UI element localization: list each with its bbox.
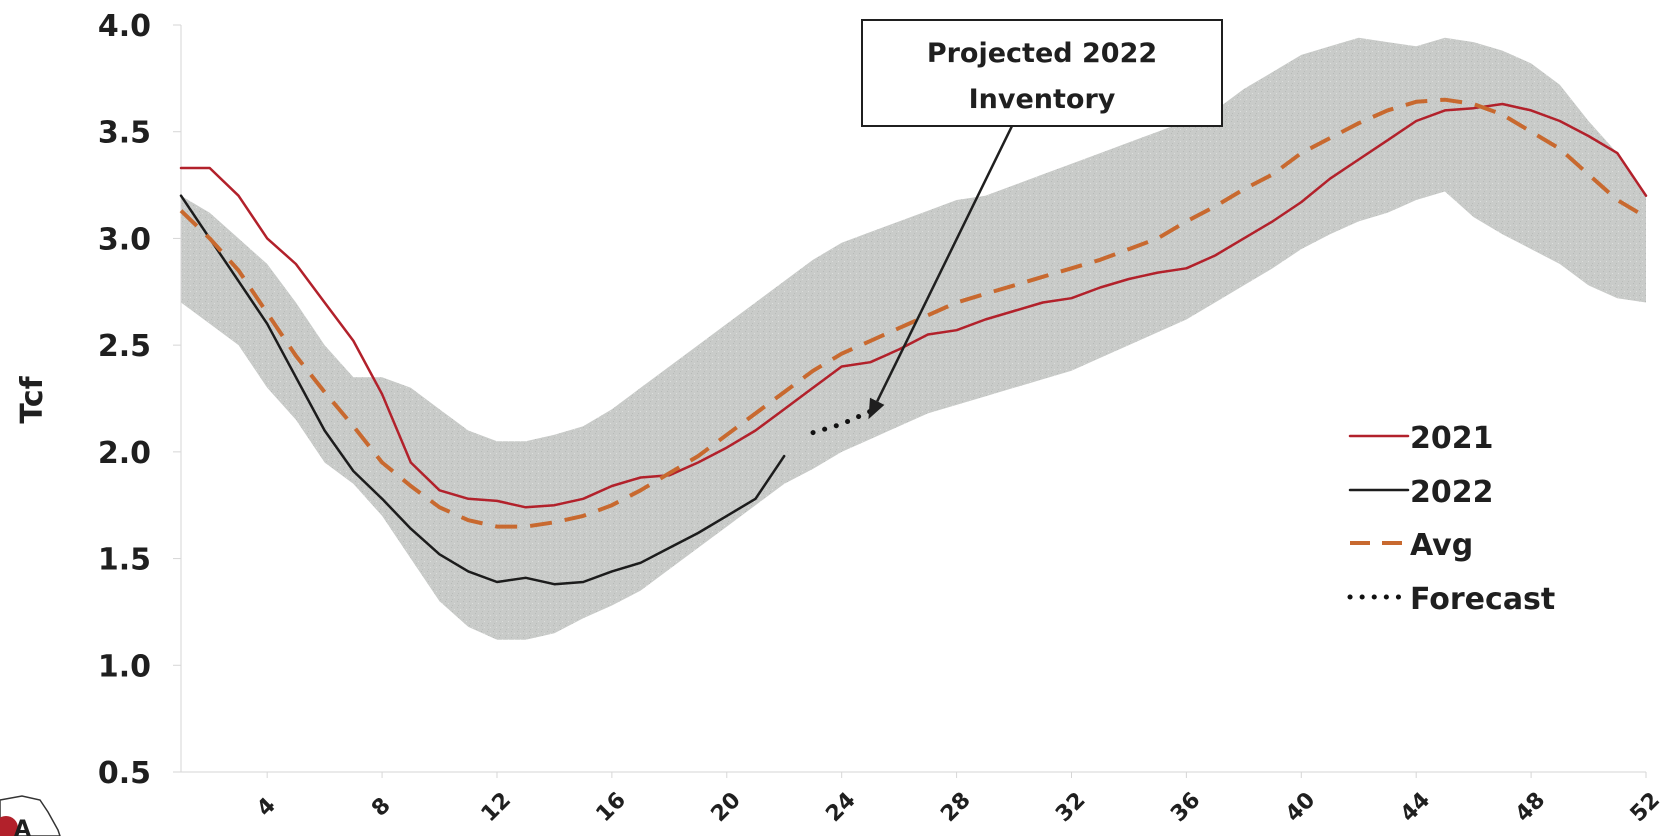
y-tick-label: 4.0: [98, 9, 151, 44]
x-tick-label: 16: [592, 788, 631, 827]
y-axis-label: Tcf: [15, 375, 50, 423]
projected-inventory-callout: Projected 2022 Inventory: [861, 19, 1223, 420]
y-tick-label: 1.5: [98, 543, 151, 578]
historical-range-band-layer: [181, 37, 1646, 640]
series-line-2021: [179, 102, 1648, 509]
x-tick-label: 20: [707, 788, 746, 827]
svg-text:A: A: [14, 817, 31, 836]
x-tick-label: 12: [477, 788, 516, 827]
x-tick-label: 28: [936, 788, 975, 827]
legend-label-avg: Avg: [1410, 528, 1473, 563]
callout-arrow: [876, 125, 1014, 402]
series-line-avg: [179, 97, 1648, 529]
x-tick-label: 52: [1626, 788, 1665, 827]
x-tick-label: 36: [1166, 788, 1205, 827]
y-tick-label: 0.5: [98, 756, 151, 791]
legend: 2021 2022 Avg Forecast: [1347, 421, 1555, 617]
series-line-2022: [179, 194, 786, 586]
x-tick-label: 8: [367, 793, 396, 822]
callout-text-line1: Projected 2022: [927, 38, 1157, 69]
x-tick-label: 40: [1281, 788, 1320, 827]
series-lines: [179, 97, 1648, 586]
axes: [173, 24, 1647, 778]
x-tick-label: 24: [821, 788, 860, 827]
legend-label-2022: 2022: [1410, 475, 1494, 510]
legend-label-2021: 2021: [1410, 421, 1494, 456]
legend-label-forecast: Forecast: [1410, 582, 1555, 617]
y-tick-label: 3.0: [98, 222, 151, 257]
callout-arrowhead: [868, 397, 885, 420]
y-tick-label: 3.5: [98, 116, 151, 151]
x-tick-label: 32: [1051, 788, 1090, 827]
y-tick-label: 2.5: [98, 329, 151, 364]
logo-fragment: A: [0, 795, 61, 836]
series-line-forecast: [810, 408, 873, 436]
callout-box: [861, 19, 1223, 127]
x-tick-label: 48: [1511, 788, 1550, 827]
historical-range-band: [181, 37, 1646, 640]
x-tick-label: 44: [1396, 788, 1435, 827]
y-tick-label: 2.0: [98, 436, 151, 471]
x-tick-label: 4: [252, 793, 281, 822]
callout-text-line2: Inventory: [969, 84, 1116, 115]
y-tick-label: 1.0: [98, 649, 151, 684]
